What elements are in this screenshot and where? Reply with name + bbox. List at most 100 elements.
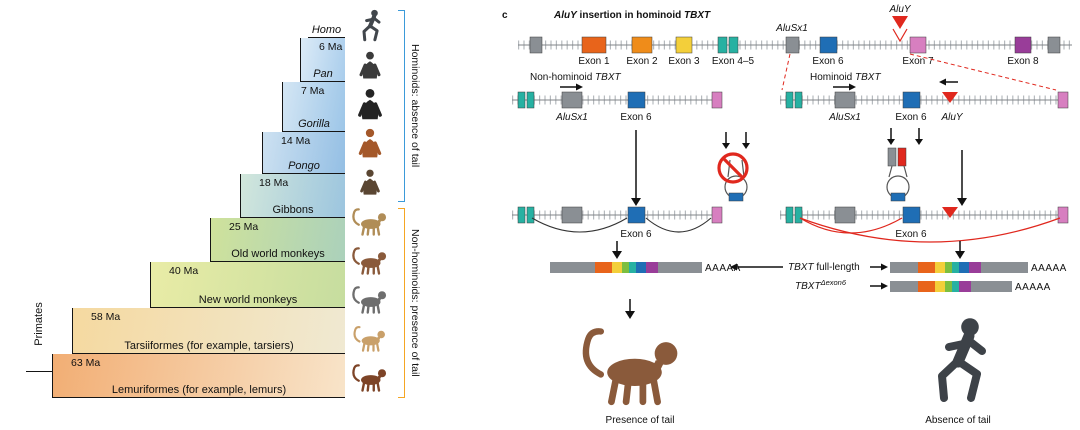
mrna-segment — [890, 281, 918, 292]
right-arrowhead — [881, 263, 888, 271]
phylogenetic-tree: Homo 6 Ma Pan 7 Ma Gorilla 14 Ma Pongo 1… — [0, 12, 345, 398]
alusx1-box — [785, 36, 800, 54]
down-arrowhead — [955, 251, 965, 259]
gibbon-illustration — [348, 162, 392, 201]
exon5-box — [794, 206, 803, 224]
taxon-label-pan: Pan — [313, 68, 333, 80]
divergence-time: 63 Ma — [71, 357, 101, 369]
alusx1-label: AluSx1 — [828, 112, 861, 123]
taxon-label-lemuriformes: Lemuriformes (for example, lemurs) — [111, 384, 287, 396]
hominoid-mrna-delta-exon6: AAAAA — [890, 281, 1050, 293]
mrna-segment — [952, 281, 959, 292]
exon2-label: Exon 2 — [626, 56, 658, 67]
delta-exon6-label: TBXTΔexon6 — [795, 278, 847, 292]
tree-branch-new-world-monkeys: 40 Ma New world monkeys — [150, 262, 345, 308]
alusx1-box — [561, 91, 583, 109]
taxon-label-owm: Old world monkeys — [231, 248, 325, 260]
alusx1-label: AluSx1 — [775, 23, 808, 34]
down-arrowhead — [625, 311, 635, 319]
transcript-labels: TBXT full-length TBXTΔexon6 — [730, 262, 888, 292]
panel-c-figure: c AluY insertion in hominoid TBXT AluY A… — [502, 4, 1072, 426]
exon3-label: Exon 3 — [668, 56, 700, 67]
divergence-time: 58 Ma — [91, 311, 121, 323]
divergence-time: 14 Ma — [281, 135, 311, 147]
alusx1-label: AluSx1 — [555, 112, 588, 123]
mrna-segment — [952, 262, 959, 273]
exon6-in-loop — [728, 192, 744, 202]
exon6-label: Exon 6 — [620, 112, 652, 123]
aluy-label: AluY — [940, 112, 963, 123]
divergence-time: 18 Ma — [259, 177, 289, 189]
non-hominoid-track: Non-hominoid TBXT AluSx1 Exon 6 — [512, 72, 723, 123]
taxon-label-homo: Homo — [311, 24, 342, 36]
exon6-box — [819, 36, 838, 54]
tree-branch-tarsiiformes: 58 Ma Tarsiiformes (for example, tarsier… — [72, 308, 345, 354]
non-hominoid-bracket-label: Non-hominoids: presence of tail — [409, 229, 421, 377]
mrna-segment — [890, 262, 918, 273]
exon5-box — [728, 36, 739, 54]
mrna-segment — [959, 281, 971, 292]
aluy-insertion-lines — [892, 28, 908, 43]
tss-arrowhead — [576, 83, 583, 91]
lemur-illustration — [348, 357, 392, 396]
exon6-box — [902, 206, 921, 224]
exon1-box — [581, 36, 607, 54]
splice-arc — [645, 217, 712, 233]
exon8-box — [1014, 36, 1032, 54]
aluy-insertion-icon — [892, 16, 908, 29]
zoom-guide-left — [781, 53, 791, 91]
exon7-box — [1057, 206, 1069, 224]
mrna-segment — [969, 262, 981, 273]
exon4-box — [517, 206, 526, 224]
tss-arrowhead — [849, 83, 856, 91]
loop-stem — [888, 165, 908, 178]
hominoid-mrna-full: AAAAA — [890, 262, 1067, 274]
left-arrowhead — [730, 263, 737, 271]
old-world-monkey-illustration — [348, 201, 392, 240]
exon-skip-arc-red — [799, 217, 1061, 243]
mrna-segment — [646, 262, 658, 273]
alusx1-box — [561, 206, 583, 224]
taxon-label-gibbons: Gibbons — [272, 204, 314, 216]
taxon-label-tarsiiformes: Tarsiiformes (for example, tarsiers) — [124, 340, 294, 352]
exon1-label: Exon 1 — [578, 56, 610, 67]
splice-arc — [531, 217, 628, 233]
exon6-in-loop — [890, 192, 906, 202]
chimpanzee-illustration — [348, 45, 392, 84]
exon4-box — [785, 91, 794, 109]
down-arrowhead — [612, 251, 622, 259]
genomic-dna-track: AluY AluSx1 Exon 1 Exon 2 Exon 3 Exon 4–… — [518, 4, 1072, 91]
polya-tail: AAAAA — [1031, 263, 1067, 274]
divergence-time: 25 Ma — [229, 221, 259, 233]
exon45-label: Exon 4–5 — [712, 56, 755, 67]
mrna-segment — [629, 262, 636, 273]
tree-branch-pan: 6 Ma Pan — [300, 38, 345, 82]
exon7-box — [1057, 91, 1069, 109]
monkey-with-tail-illustration — [586, 331, 677, 401]
mrna-segment — [981, 262, 1028, 273]
exon6-box — [902, 91, 921, 109]
prohibited-icon — [717, 152, 749, 184]
tarsier-illustration — [348, 318, 392, 357]
exon5-box — [794, 91, 803, 109]
mrna-segment — [945, 262, 952, 273]
running-human-illustration — [942, 318, 982, 398]
mrna-segment-exon6 — [959, 262, 969, 273]
new-world-monkey-illustration — [348, 240, 392, 279]
aluy-stem — [897, 147, 907, 167]
aluy-element — [942, 207, 958, 218]
exon7-box — [711, 206, 723, 224]
hominoid-bracket-label: Hominoids: absence of tail — [409, 44, 421, 168]
alusx1-stem — [887, 147, 897, 167]
mrna-segment-exon6 — [636, 262, 646, 273]
exon8-label: Exon 8 — [1007, 56, 1039, 67]
mrna-segment — [658, 262, 702, 273]
utr-box — [1047, 36, 1061, 54]
mrna-segment — [935, 281, 945, 292]
prohibited-slash — [721, 156, 745, 180]
exon4-box — [785, 206, 794, 224]
taxon-label-pongo: Pongo — [288, 160, 320, 172]
right-arrowhead — [881, 282, 888, 290]
non-hominoid-splicing-track: Exon 6 — [512, 206, 723, 240]
